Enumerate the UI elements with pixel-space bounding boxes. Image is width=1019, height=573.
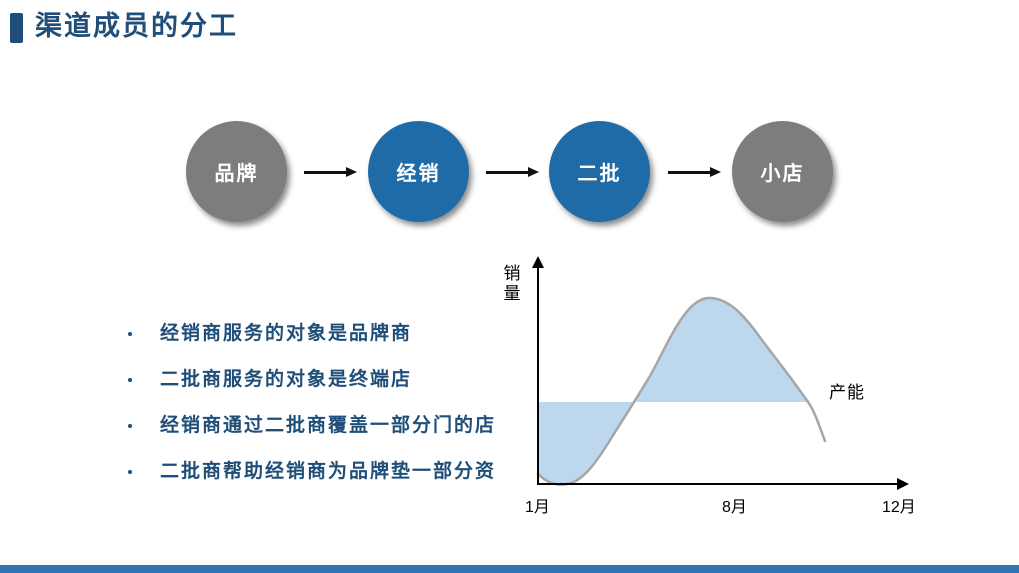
flow-arrow-icon bbox=[486, 167, 539, 176]
flow-node-label: 经销 bbox=[396, 163, 441, 185]
page-title: 渠道成员的分工 bbox=[35, 11, 238, 41]
bullet-item: 经销商服务的对象是品牌商 bbox=[125, 324, 515, 343]
x-axis-arrow-icon bbox=[897, 478, 909, 490]
bullet-text: 二批商服务的对象是终端店 bbox=[160, 369, 413, 390]
bullet-dot-icon bbox=[128, 378, 132, 382]
capacity-label: 产能 bbox=[829, 383, 865, 402]
bullet-item: 二批商服务的对象是终端店 bbox=[125, 370, 515, 389]
x-tick-dec: 12月 bbox=[882, 499, 916, 516]
bullet-item: 经销商通过二批商覆盖一部分门的店 bbox=[125, 416, 515, 435]
y-axis-arrow-icon bbox=[532, 256, 544, 268]
bullet-item: 二批商帮助经销商为品牌垫一部分资 bbox=[125, 462, 515, 481]
bullet-text: 二批商帮助经销商为品牌垫一部分资 bbox=[160, 461, 497, 482]
bullet-text: 经销商通过二批商覆盖一部分门的店 bbox=[160, 415, 497, 436]
bullet-text: 经销商服务的对象是品牌商 bbox=[160, 323, 413, 344]
flow-node-label: 二批 bbox=[577, 163, 622, 185]
footer-accent-bar bbox=[0, 565, 1019, 573]
flow-arrow-icon bbox=[668, 167, 721, 176]
flow-node-distributor: 经销 bbox=[368, 121, 469, 222]
flow-node-small-store: 小店 bbox=[732, 121, 833, 222]
flow-node-brand: 品牌 bbox=[186, 121, 287, 222]
x-tick-aug: 8月 bbox=[722, 499, 747, 516]
flow-arrow-icon bbox=[304, 167, 357, 176]
y-axis-label: 销量 bbox=[503, 264, 521, 303]
bullet-dot-icon bbox=[128, 470, 132, 474]
title-accent-bar bbox=[10, 13, 23, 43]
flow-node-label: 品牌 bbox=[214, 163, 259, 185]
bullet-dot-icon bbox=[128, 332, 132, 336]
bullet-list: 经销商服务的对象是品牌商 二批商服务的对象是终端店 经销商通过二批商覆盖一部分门… bbox=[125, 324, 515, 508]
flow-node-second-batch: 二批 bbox=[549, 121, 650, 222]
sales-curve bbox=[536, 296, 827, 486]
sales-area-fill bbox=[538, 298, 808, 485]
x-tick-jan: 1月 bbox=[525, 499, 550, 516]
bullet-dot-icon bbox=[128, 424, 132, 428]
flow-node-label: 小店 bbox=[760, 163, 805, 185]
sales-capacity-chart bbox=[532, 256, 909, 490]
